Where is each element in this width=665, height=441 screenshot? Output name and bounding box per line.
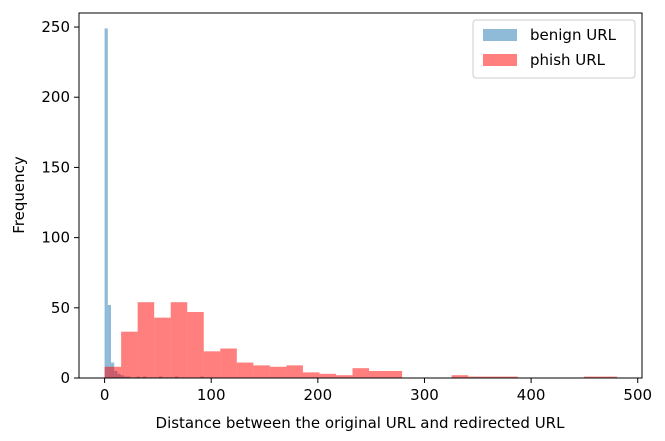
y-tick-label: 0 xyxy=(60,369,70,387)
x-axis-ticks: 0 100 200 300 400 500 xyxy=(100,378,652,404)
bar-phish-13 xyxy=(319,373,336,378)
bar-phish-2 xyxy=(137,302,155,378)
bar-phish-0 xyxy=(104,366,122,378)
x-tick-label: 500 xyxy=(623,386,652,404)
y-axis-label: Frequency xyxy=(10,156,28,234)
x-tick-label: 200 xyxy=(304,386,333,404)
bar-phish-30 xyxy=(600,376,617,378)
y-tick-label: 250 xyxy=(41,18,70,36)
legend-label-benign: benign URL xyxy=(530,26,617,44)
bar-phish-15 xyxy=(352,368,370,378)
bar-phish-11 xyxy=(286,365,303,378)
x-tick-label: 400 xyxy=(517,386,546,404)
legend-label-phish: phish URL xyxy=(530,51,606,69)
bar-phish-5 xyxy=(187,312,204,378)
legend-swatch-benign xyxy=(483,29,517,41)
bar-phish-8 xyxy=(236,362,254,378)
bar-phish-3 xyxy=(154,317,171,378)
bar-phish-22 xyxy=(468,376,485,378)
bar-phish-9 xyxy=(253,365,270,378)
legend-swatch-phish xyxy=(483,54,517,66)
bars-layer xyxy=(104,28,617,378)
bar-phish-14 xyxy=(335,375,353,378)
bar-phish-17 xyxy=(385,370,403,378)
bar-phish-29 xyxy=(583,376,601,378)
x-tick-label: 300 xyxy=(410,386,439,404)
x-axis-label: Distance between the original URL and re… xyxy=(156,414,566,432)
bar-phish-12 xyxy=(302,372,320,378)
bar-phish-1 xyxy=(121,331,138,378)
bar-phish-7 xyxy=(220,348,237,378)
y-tick-label: 150 xyxy=(41,158,70,176)
bar-phish-23 xyxy=(484,376,502,378)
bar-benign-0 xyxy=(104,28,108,378)
x-tick-label: 100 xyxy=(197,386,226,404)
legend: benign URL phish URL xyxy=(472,19,636,79)
y-axis-ticks: 0 50 100 150 200 250 xyxy=(41,18,79,387)
bar-phish-4 xyxy=(170,302,188,378)
bar-phish-6 xyxy=(203,351,221,378)
bar-benign-1 xyxy=(107,305,111,378)
x-tick-label: 0 xyxy=(100,386,110,404)
y-tick-label: 100 xyxy=(41,229,70,247)
y-tick-label: 200 xyxy=(41,88,70,106)
bar-phish-21 xyxy=(451,375,469,378)
plot-frame xyxy=(78,12,643,379)
series-1 xyxy=(104,302,617,378)
y-tick-label: 50 xyxy=(51,299,70,317)
bar-phish-10 xyxy=(269,366,287,378)
bar-phish-24 xyxy=(501,376,518,378)
bar-phish-16 xyxy=(369,370,386,378)
